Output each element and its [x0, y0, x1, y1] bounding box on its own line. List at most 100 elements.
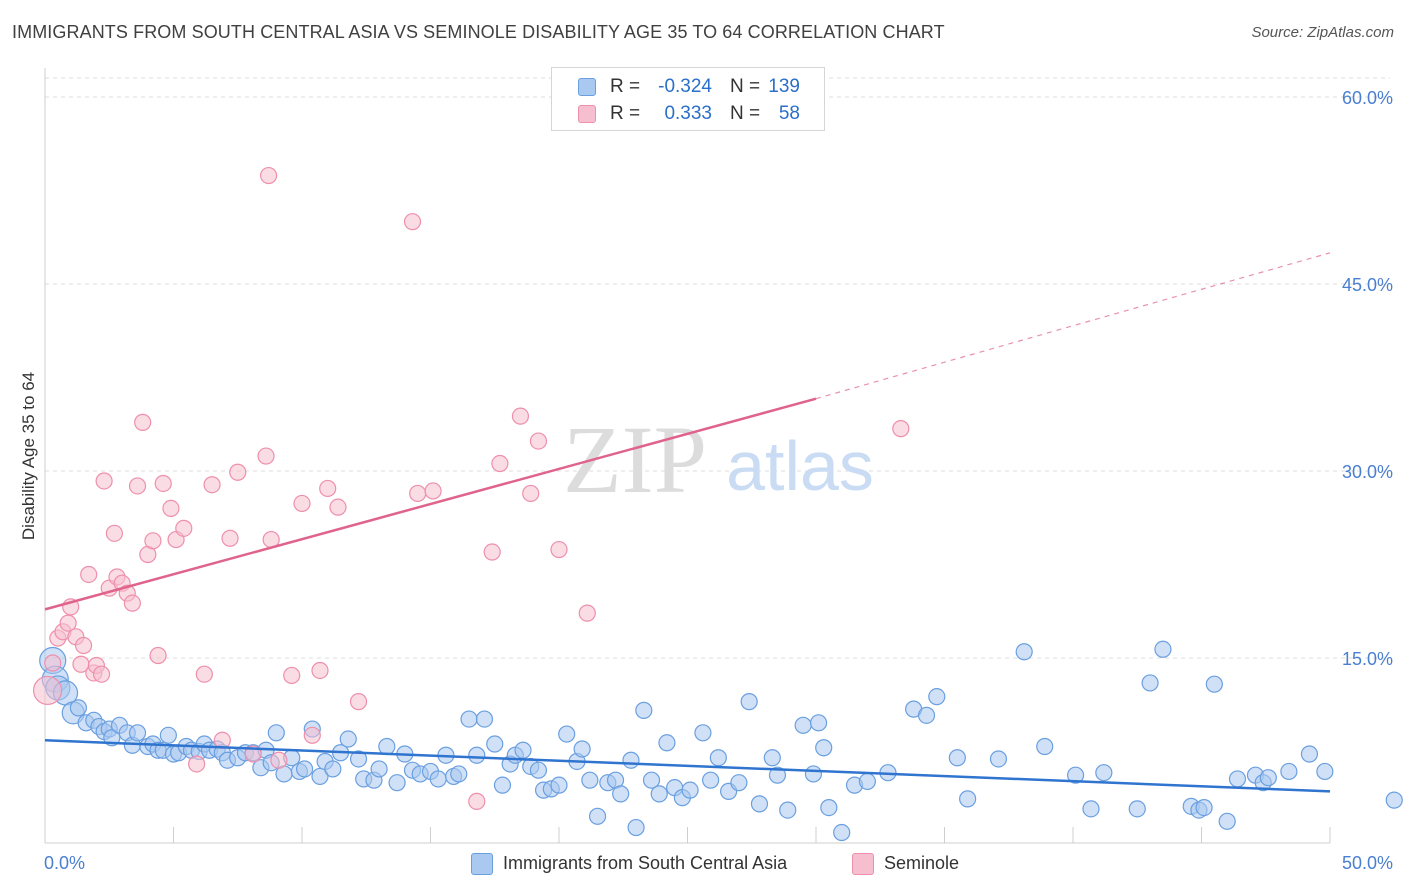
point-immigrants: [1385, 791, 1403, 809]
n-value: 139: [768, 76, 800, 97]
point-immigrants: [1036, 737, 1054, 756]
point-immigrants: [959, 790, 977, 808]
point-immigrants: [1082, 800, 1100, 818]
point-immigrants: [635, 701, 653, 719]
point-immigrants: [370, 760, 388, 778]
watermark-atlas: atlas: [726, 427, 874, 505]
point-immigrants: [1095, 764, 1113, 782]
y-tick-label: 45.0%: [1342, 275, 1393, 295]
point-immigrants: [804, 765, 823, 783]
watermark-zip: ZIP: [563, 406, 707, 513]
point-immigrants: [460, 710, 478, 728]
point-seminole: [149, 646, 167, 665]
point-seminole: [319, 479, 337, 498]
point-seminole: [349, 693, 368, 711]
chart-title: IMMIGRANTS FROM SOUTH CENTRAL ASIA VS SE…: [12, 22, 945, 42]
point-seminole: [154, 474, 172, 493]
point-immigrants: [763, 749, 781, 767]
point-immigrants: [493, 776, 512, 794]
point-immigrants: [1128, 800, 1146, 818]
point-seminole: [105, 524, 123, 542]
point-immigrants: [740, 693, 758, 711]
watermark: ZIP atlas: [563, 406, 874, 513]
x-tick-label: 50.0%: [1342, 853, 1393, 873]
point-immigrants: [1218, 812, 1236, 830]
point-immigrants: [1228, 770, 1247, 788]
trend-line-seminole-extension: [815, 252, 1331, 400]
point-seminole: [529, 432, 548, 450]
point-seminole: [259, 166, 278, 185]
point-immigrants: [650, 785, 668, 803]
point-immigrants: [581, 771, 599, 789]
point-seminole: [144, 532, 162, 550]
point-immigrants: [989, 750, 1008, 768]
swatch-seminole: [578, 105, 596, 123]
point-immigrants: [1066, 766, 1085, 784]
legend-label-seminole: Seminole: [884, 853, 960, 873]
point-seminole: [311, 661, 329, 680]
point-seminole: [80, 565, 98, 584]
stats-row-seminole: R = 0.333 N = 58: [552, 101, 824, 127]
point-seminole: [175, 519, 193, 537]
point-immigrants: [858, 772, 877, 791]
series-immigrants-points: [39, 640, 1403, 842]
point-seminole: [92, 665, 111, 683]
point-immigrants: [1141, 674, 1159, 692]
point-seminole: [283, 666, 301, 685]
point-immigrants: [768, 766, 787, 784]
axes: [44, 68, 1331, 844]
point-seminole: [270, 751, 288, 769]
point-seminole: [468, 792, 486, 810]
point-immigrants: [917, 706, 936, 724]
point-immigrants: [702, 771, 720, 789]
point-immigrants: [388, 774, 406, 792]
point-immigrants: [1195, 798, 1213, 817]
point-immigrants: [69, 699, 88, 717]
point-immigrants: [815, 739, 833, 757]
stats-legend: R = -0.324 N = 139 R = 0.333 N = 58: [551, 67, 825, 131]
y-tick-label: 30.0%: [1342, 462, 1393, 482]
point-immigrants: [159, 726, 177, 744]
point-immigrants: [529, 761, 548, 779]
point-immigrants: [324, 760, 342, 778]
x-tick-label: 0.0%: [44, 853, 85, 873]
point-immigrants: [779, 801, 797, 819]
trend-line-immigrants: [44, 739, 1331, 793]
point-seminole: [578, 604, 596, 622]
n-label: N =: [730, 103, 761, 124]
y-tick-label: 60.0%: [1342, 88, 1393, 108]
point-immigrants: [820, 798, 838, 817]
legend-label-immigrants: Immigrants from South Central Asia: [503, 853, 788, 873]
point-seminole: [303, 726, 321, 744]
point-immigrants: [550, 776, 568, 794]
point-seminole: [491, 454, 509, 473]
point-immigrants: [948, 749, 966, 767]
point-immigrants: [429, 770, 447, 788]
point-immigrants: [573, 740, 591, 758]
point-seminole: [403, 213, 422, 231]
point-immigrants: [750, 795, 769, 813]
point-immigrants: [709, 749, 727, 767]
r-value: -0.324: [658, 76, 712, 97]
point-seminole: [483, 543, 501, 561]
point-seminole: [123, 594, 141, 612]
point-seminole: [74, 636, 93, 655]
point-immigrants: [311, 767, 329, 786]
point-seminole: [511, 407, 530, 425]
tick-labels: 15.0% 30.0% 45.0% 60.0% 0.0% 50.0%: [44, 88, 1393, 873]
point-immigrants: [267, 724, 285, 742]
point-immigrants: [1154, 640, 1172, 658]
point-immigrants: [681, 781, 699, 799]
r-label: R =: [610, 76, 641, 97]
point-immigrants: [486, 735, 504, 753]
n-label: N =: [730, 76, 761, 97]
point-seminole: [409, 484, 427, 503]
y-tick-label: 15.0%: [1342, 649, 1393, 669]
point-immigrants: [612, 785, 630, 803]
point-immigrants: [1205, 675, 1223, 693]
point-seminole: [128, 477, 147, 495]
point-seminole: [188, 755, 206, 773]
point-immigrants: [809, 714, 828, 732]
point-seminole: [203, 476, 221, 494]
point-seminole: [221, 529, 239, 547]
